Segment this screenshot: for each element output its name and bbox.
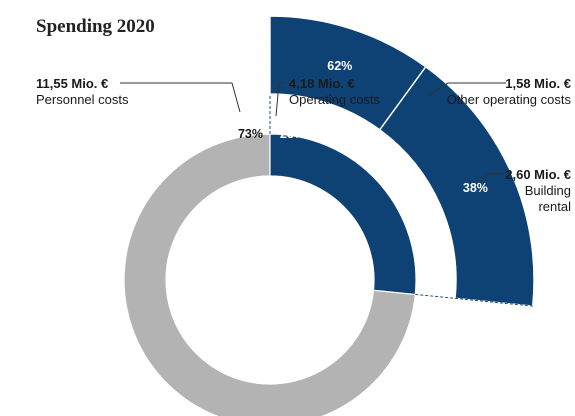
personnel-pct-label: 73% xyxy=(238,127,263,141)
building-rental-pct-label: 38% xyxy=(463,181,488,195)
building-rental-label-line-2: rental xyxy=(538,199,571,214)
other-operating-leader xyxy=(427,82,506,97)
building-rental-slice xyxy=(378,65,535,307)
personnel-value-label: 11,55 Mio. € xyxy=(36,76,108,91)
personnel-slice xyxy=(123,133,416,416)
breakdown-arc xyxy=(269,15,535,307)
building-rental-leader xyxy=(473,173,505,187)
percentage-labels: 73% 23% 62% 38% xyxy=(238,59,488,195)
label-leaders xyxy=(120,82,506,187)
building-rental-value-label: 2,60 Mio. € xyxy=(505,167,571,182)
operating-value-label: 4,18 Mio. € xyxy=(289,76,355,91)
chart-title: Spending 2020 xyxy=(36,16,155,37)
main-donut xyxy=(123,133,417,416)
operating-leader xyxy=(275,82,283,117)
other-operating-category-label: Other operating costs xyxy=(447,92,572,107)
operating-slice xyxy=(269,133,417,296)
operating-pct-label: 23% xyxy=(280,127,305,141)
building-rental-label-line-1: Building xyxy=(525,183,571,198)
other-operating-value-label: 1,58 Mio. € xyxy=(505,76,571,91)
breakdown-connectors xyxy=(269,94,533,307)
personnel-leader xyxy=(120,82,241,113)
personnel-category-label: Personnel costs xyxy=(36,92,129,107)
operating-category-label: Operating costs xyxy=(289,92,381,107)
other-operating-pct-label: 62% xyxy=(327,59,352,73)
